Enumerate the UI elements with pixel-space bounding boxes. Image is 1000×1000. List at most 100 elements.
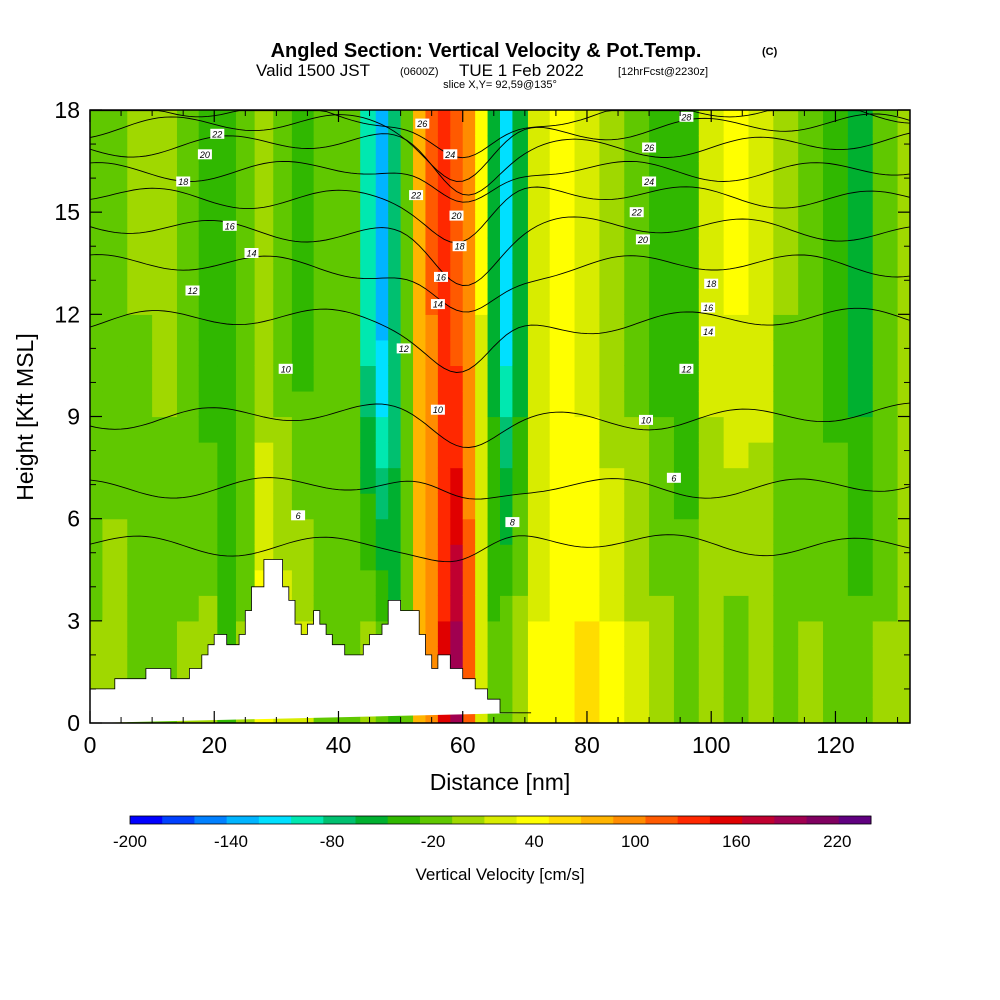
velocity-cell bbox=[823, 212, 849, 239]
velocity-cell bbox=[574, 237, 600, 264]
colorbar-segment bbox=[194, 816, 228, 824]
velocity-cell bbox=[273, 186, 293, 213]
velocity-cell bbox=[872, 518, 899, 545]
velocity-cell bbox=[338, 544, 361, 571]
velocity-cell bbox=[599, 110, 625, 137]
velocity-cell bbox=[872, 365, 899, 392]
velocity-cell bbox=[437, 365, 451, 392]
velocity-field bbox=[90, 110, 910, 723]
velocity-cell bbox=[475, 467, 489, 494]
velocity-cell bbox=[273, 467, 293, 494]
velocity-cell bbox=[254, 365, 274, 392]
contour-label-bg bbox=[185, 285, 200, 296]
velocity-cell bbox=[748, 416, 774, 443]
velocity-cell bbox=[512, 365, 529, 392]
contour-label: 10 bbox=[641, 415, 651, 425]
x-tick-label: 120 bbox=[816, 732, 854, 758]
velocity-cell bbox=[773, 467, 799, 494]
velocity-cell bbox=[152, 161, 178, 188]
velocity-cell bbox=[549, 416, 576, 443]
velocity-cell bbox=[217, 467, 237, 494]
velocity-cell bbox=[823, 620, 849, 647]
contour-label: 14 bbox=[703, 327, 713, 337]
velocity-cell bbox=[574, 646, 600, 673]
velocity-cell bbox=[512, 390, 529, 418]
velocity-cell bbox=[823, 237, 849, 264]
velocity-cell bbox=[102, 442, 128, 469]
velocity-cell bbox=[512, 416, 529, 443]
velocity-cell bbox=[624, 671, 650, 699]
velocity-cell bbox=[450, 110, 464, 137]
colorbar-segment bbox=[323, 816, 357, 824]
velocity-cell bbox=[527, 365, 551, 392]
velocity-cell bbox=[198, 186, 218, 213]
velocity-cell bbox=[723, 390, 750, 418]
velocity-cell bbox=[425, 339, 439, 367]
velocity-cell bbox=[152, 212, 178, 239]
velocity-cell bbox=[338, 110, 361, 137]
velocity-cell bbox=[475, 110, 489, 137]
velocity-cell bbox=[673, 620, 700, 647]
velocity-cell bbox=[388, 161, 402, 188]
velocity-cell bbox=[413, 493, 427, 520]
velocity-cell bbox=[500, 544, 514, 571]
velocity-cell bbox=[723, 697, 750, 723]
velocity-cell bbox=[462, 620, 476, 647]
velocity-cell bbox=[599, 390, 625, 418]
velocity-cell bbox=[527, 442, 551, 469]
velocity-cell bbox=[450, 365, 464, 392]
velocity-cell bbox=[360, 314, 377, 341]
velocity-cell bbox=[649, 288, 675, 315]
velocity-cell bbox=[102, 186, 128, 213]
velocity-cell bbox=[313, 237, 340, 264]
velocity-cell bbox=[462, 467, 476, 494]
colorbar-segment bbox=[258, 816, 292, 824]
velocity-cell bbox=[400, 416, 414, 443]
velocity-cell bbox=[176, 186, 200, 213]
velocity-cell bbox=[176, 518, 200, 545]
velocity-cell bbox=[127, 339, 153, 367]
velocity-cell bbox=[500, 288, 514, 315]
velocity-cell bbox=[599, 212, 625, 239]
velocity-cell bbox=[338, 288, 361, 315]
velocity-cell bbox=[500, 314, 514, 341]
velocity-cell bbox=[176, 135, 200, 162]
velocity-cell bbox=[500, 212, 514, 239]
velocity-cell bbox=[198, 390, 218, 418]
valid-time-jst: Valid 1500 JST bbox=[256, 61, 370, 80]
velocity-cell bbox=[475, 595, 489, 622]
velocity-cell bbox=[338, 595, 361, 622]
contour-label: 16 bbox=[436, 272, 446, 282]
colorbar-segment bbox=[452, 816, 485, 824]
velocity-cell bbox=[512, 595, 529, 622]
velocity-cell bbox=[698, 569, 725, 596]
velocity-cell bbox=[425, 595, 439, 622]
velocity-cell bbox=[599, 620, 625, 647]
velocity-cell bbox=[549, 186, 576, 213]
velocity-cell bbox=[198, 518, 218, 545]
velocity-cell bbox=[273, 288, 293, 315]
x-tick-label: 80 bbox=[574, 732, 600, 758]
velocity-cell bbox=[500, 569, 514, 596]
velocity-cell bbox=[254, 263, 274, 290]
velocity-cell bbox=[649, 390, 675, 418]
velocity-cell bbox=[375, 442, 389, 469]
contour-label: 24 bbox=[643, 177, 654, 187]
colorbar-segment bbox=[162, 816, 195, 824]
velocity-cell bbox=[897, 646, 910, 673]
velocity-cell bbox=[176, 314, 200, 341]
velocity-cell bbox=[338, 493, 361, 520]
velocity-cell bbox=[527, 671, 551, 699]
velocity-cell bbox=[549, 544, 576, 571]
velocity-cell bbox=[527, 263, 551, 290]
velocity-cell bbox=[698, 161, 725, 188]
velocity-cell bbox=[723, 365, 750, 392]
velocity-cell bbox=[649, 620, 675, 647]
velocity-cell bbox=[291, 416, 315, 443]
velocity-cell bbox=[102, 646, 128, 673]
velocity-cell bbox=[413, 288, 427, 315]
velocity-cell bbox=[872, 416, 899, 443]
contour-label: 10 bbox=[281, 364, 291, 374]
velocity-cell bbox=[425, 467, 439, 494]
velocity-cell bbox=[235, 161, 256, 188]
